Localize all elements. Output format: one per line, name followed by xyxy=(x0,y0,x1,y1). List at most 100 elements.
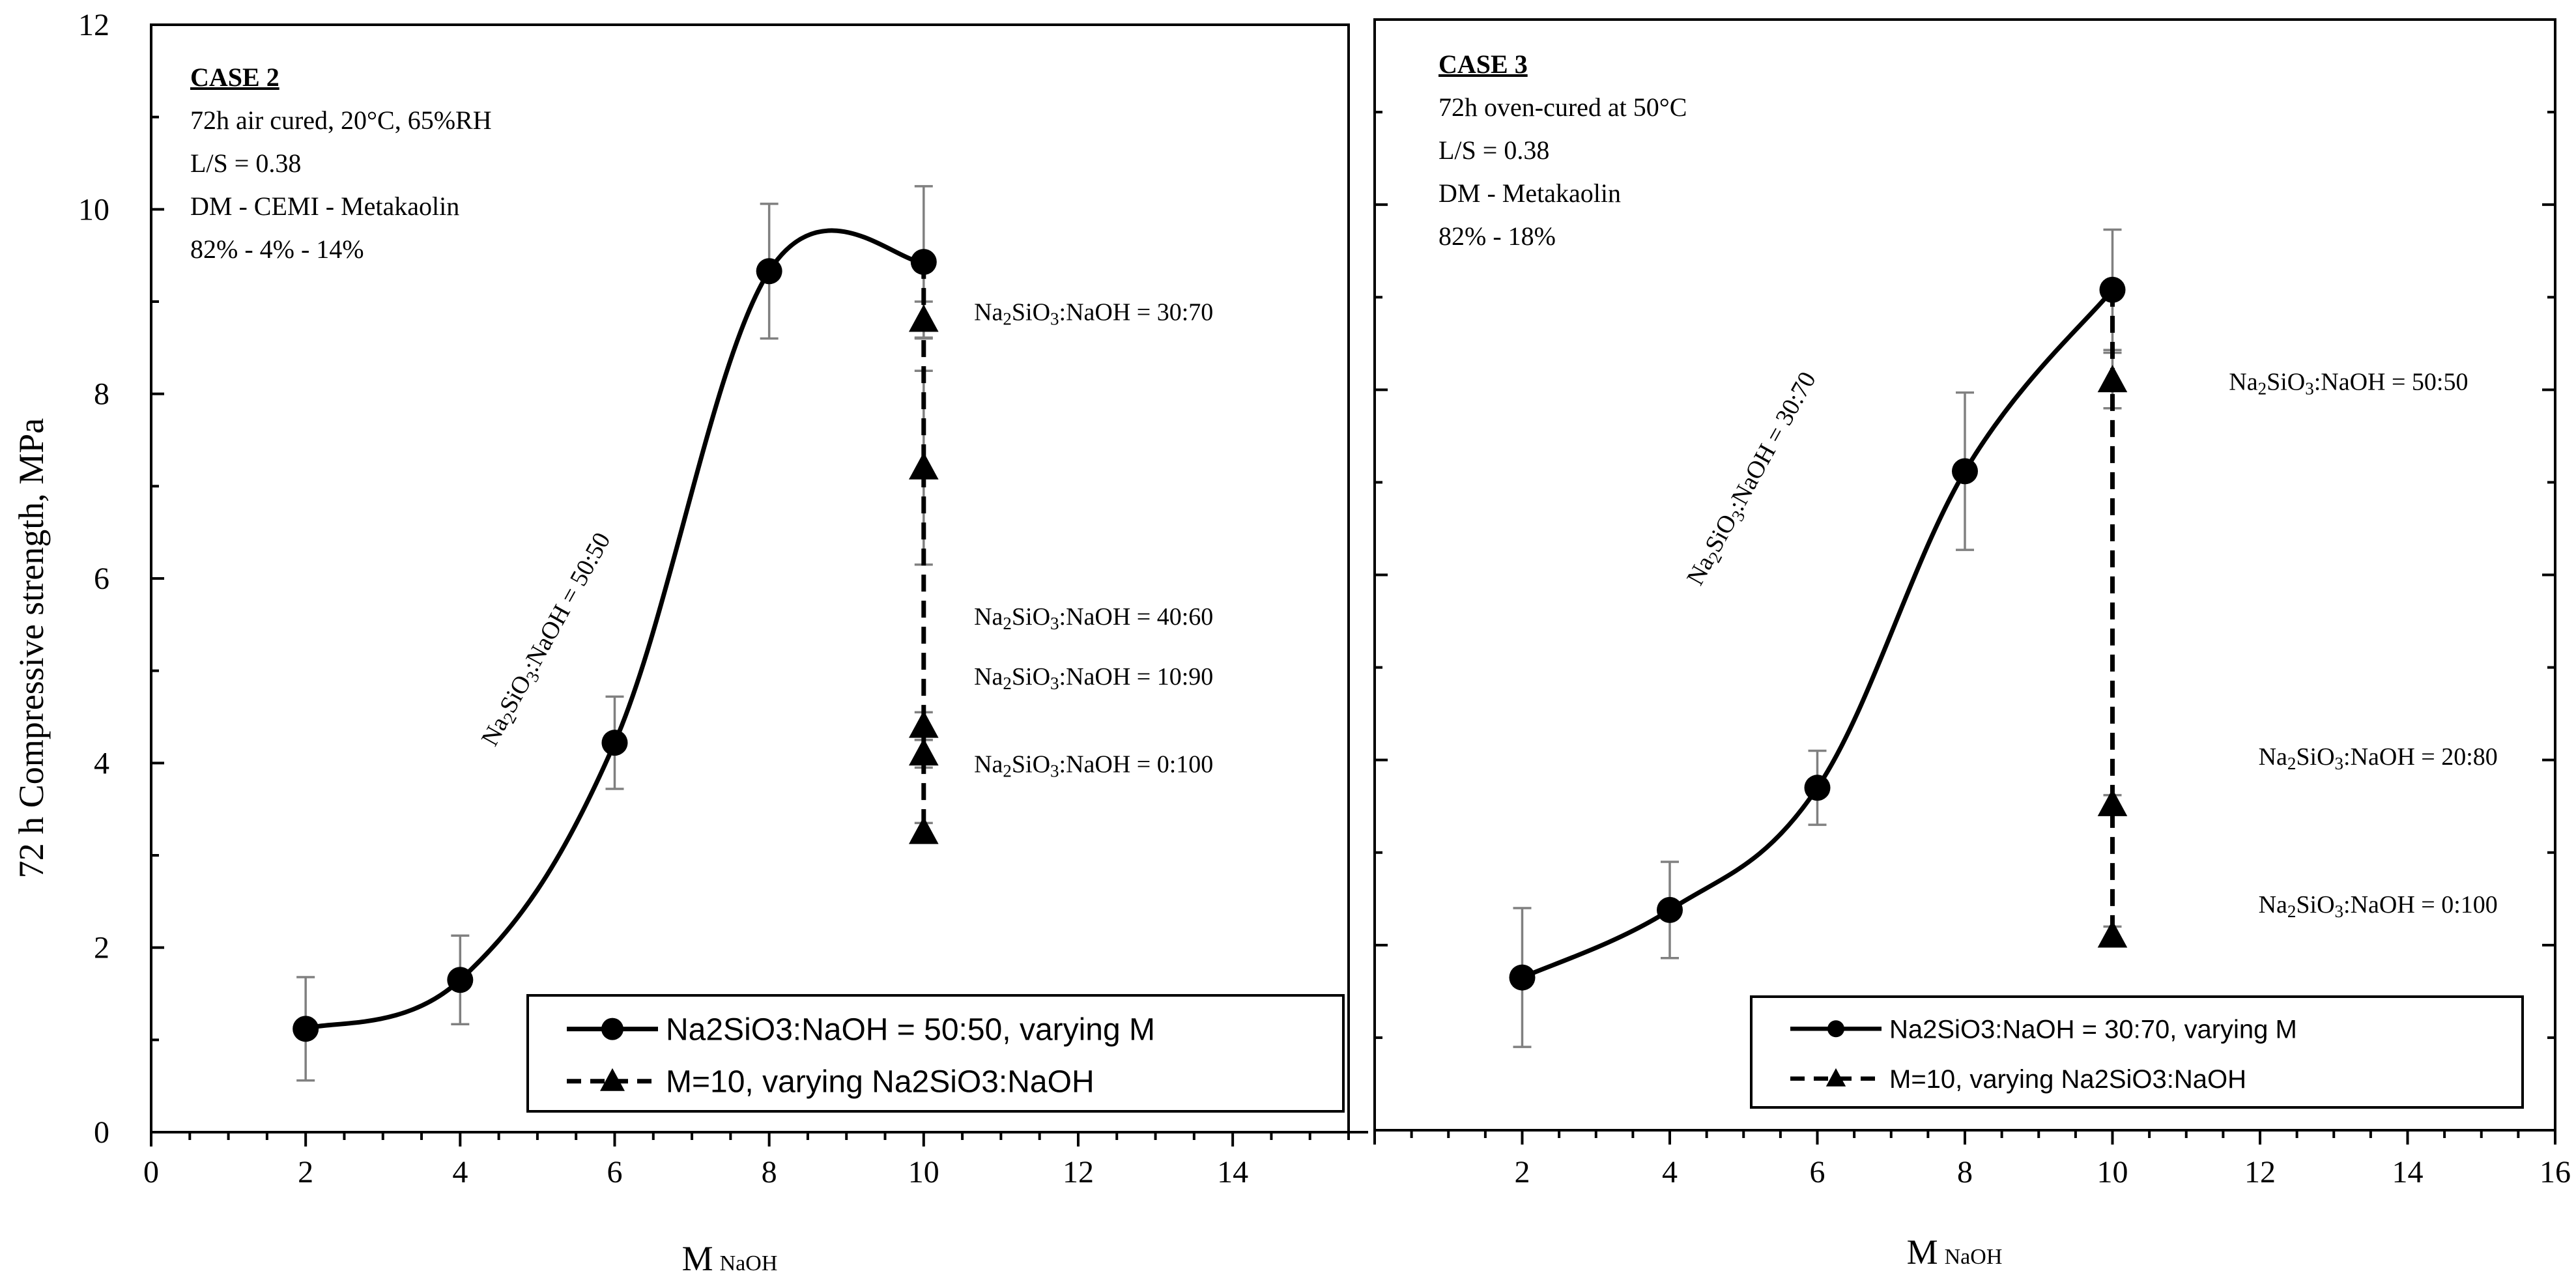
formula-text: SiO xyxy=(1012,663,1050,691)
series-varying-m-point xyxy=(447,967,474,993)
formula-text: :NaOH = 30:70 xyxy=(1059,298,1214,326)
series-varying-ratio-point xyxy=(909,738,939,766)
case-info-line: DM - CEMI - Metakaolin xyxy=(190,192,459,221)
formula-subscript: 3 xyxy=(1050,614,1059,633)
formula-text: SiO xyxy=(2296,743,2334,771)
x-axis-title-main: M xyxy=(682,1239,713,1278)
formula-subscript: 2 xyxy=(1003,674,1012,693)
series-varying-ratio-point xyxy=(909,304,939,332)
formula-text: SiO xyxy=(2296,891,2334,919)
formula-text: :NaOH = 10:90 xyxy=(1059,663,1214,691)
formula-text: SiO xyxy=(1012,603,1050,631)
legend: Na2SiO3:NaOH = 30:70, varying M M=10, var… xyxy=(1750,995,2524,1109)
formula-subscript: 3 xyxy=(1050,762,1059,781)
formula-text: Na xyxy=(974,751,1003,778)
legend-box xyxy=(526,994,1345,1113)
series-varying-ratio-point xyxy=(909,452,939,479)
x-tick-label: 12 xyxy=(2244,1155,2276,1189)
case-info-line: 72h oven-cured at 50°C xyxy=(1438,93,1687,122)
case-info-line: 82% - 4% - 14% xyxy=(190,235,364,264)
formula-subscript: 3 xyxy=(2305,378,2314,398)
formula-subscript: 2 xyxy=(2287,754,2297,773)
series-varying-m-point xyxy=(1804,775,1831,801)
chart-case3: 2 4 6 8 10 12 14 16 CASE 3 72h oven-cured at 50°C… xyxy=(1373,18,2571,1189)
legend: Na2SiO3:NaOH = 50:50, varying M M=10, var… xyxy=(526,994,1345,1113)
case-info-line: 72h air cured, 20°C, 65%RH xyxy=(190,106,492,135)
formula-text: Na xyxy=(974,603,1003,631)
series-varying-m-point xyxy=(1952,458,1978,485)
x-tick-label: 0 xyxy=(143,1155,159,1189)
formula-text: Na xyxy=(974,663,1003,691)
case-title: CASE 3 xyxy=(1438,50,1528,79)
ratio-annotation: Na2SiO3:NaOH = 40:60 xyxy=(974,603,1213,633)
formula-subscript: 2 xyxy=(1003,614,1012,633)
ratio-annotation: Na2SiO3:NaOH = 20:80 xyxy=(2259,743,2498,773)
y-tick-label: 0 xyxy=(94,1115,109,1150)
x-tick-label: 10 xyxy=(908,1155,939,1189)
ratio-annotation: Na2SiO3:NaOH = 0:100 xyxy=(974,751,1213,781)
legend-triangle-marker xyxy=(1825,1068,1846,1087)
x-axis-title-sub: NaOH xyxy=(1945,1245,2003,1269)
legend-entry-label: M=10, varying Na2SiO3:NaOH xyxy=(1889,1065,2246,1094)
x-tick-label: 12 xyxy=(1063,1155,1094,1189)
legend-circle-marker xyxy=(601,1018,623,1040)
series-varying-m-point xyxy=(910,249,937,276)
series-varying-m-point xyxy=(1657,896,1683,923)
x-tick-label: 16 xyxy=(2540,1155,2571,1189)
case-title: CASE 2 xyxy=(190,63,279,92)
legend-entry-label: Na2SiO3:NaOH = 50:50, varying M xyxy=(666,1012,1155,1047)
formula-subscript: 2 xyxy=(1003,309,1012,328)
formula-text: :NaOH = 0:100 xyxy=(2343,891,2498,919)
series-varying-m-point xyxy=(601,730,628,756)
formula-text: :NaOH = 50:50 xyxy=(2314,368,2469,395)
x-axis-title-right: M NaOH xyxy=(1907,1232,2003,1272)
legend-entry-label: M=10, varying Na2SiO3:NaOH xyxy=(666,1065,1095,1100)
case-info-line: 82% - 18% xyxy=(1438,221,1556,251)
series-varying-ratio-point xyxy=(2097,788,2128,816)
formula-text: :NaOH = 40:60 xyxy=(1059,603,1214,631)
x-tick-label: 10 xyxy=(2097,1155,2128,1189)
legend-box xyxy=(1750,995,2524,1109)
case-info-line: DM - Metakaolin xyxy=(1438,178,1621,208)
y-tick-label: 8 xyxy=(94,377,109,412)
formula-text: Na xyxy=(2229,368,2257,395)
series-varying-ratio-point xyxy=(2097,920,2128,948)
legend-entry-label: Na2SiO3:NaOH = 30:70, varying M xyxy=(1889,1015,2297,1044)
x-axis-title-left: M NaOH xyxy=(682,1239,778,1278)
formula-subscript: 3 xyxy=(2335,902,2344,921)
formula-subscript: 3 xyxy=(1050,309,1059,328)
formula-text: :NaOH = 0:100 xyxy=(1059,751,1214,778)
series-varying-ratio-point xyxy=(909,710,939,738)
y-tick-label: 6 xyxy=(94,562,109,596)
legend-circle-marker xyxy=(1827,1020,1844,1038)
ratio-annotation: Na2SiO3:NaOH = 50:50 xyxy=(2229,368,2468,398)
x-tick-label: 8 xyxy=(1957,1155,1973,1189)
formula-subscript: 3 xyxy=(1050,674,1059,693)
legend-triangle-marker xyxy=(600,1068,625,1091)
ratio-annotation: Na2SiO3:NaOH = 30:70 xyxy=(974,298,1213,328)
formula-text: Na xyxy=(974,298,1003,326)
formula-subscript: 3 xyxy=(2335,754,2344,773)
series-varying-m-point xyxy=(756,258,782,285)
x-tick-label: 8 xyxy=(762,1155,777,1189)
chart-case2: 0 2 4 6 8 10 12 0 2 4 6 8 10 12 14 CASE 2 72h air cured,… xyxy=(78,8,1368,1189)
y-tick-label: 10 xyxy=(78,192,109,227)
x-tick-label: 2 xyxy=(298,1155,313,1189)
x-axis-title-main: M xyxy=(1907,1232,1938,1272)
series-varying-m-point xyxy=(1509,964,1536,991)
series-varying-m-point xyxy=(2099,276,2126,303)
y-tick-label: 2 xyxy=(94,931,109,965)
x-tick-label: 4 xyxy=(452,1155,468,1189)
formula-text: SiO xyxy=(2267,368,2305,395)
series-varying-ratio-point xyxy=(2097,365,2128,393)
x-tick-label: 2 xyxy=(1515,1155,1530,1189)
ratio-annotation: Na2SiO3:NaOH = 0:100 xyxy=(2259,891,2498,921)
x-tick-label: 6 xyxy=(1810,1155,1825,1189)
x-tick-label: 14 xyxy=(2392,1155,2424,1189)
series-varying-m-line xyxy=(1521,288,2115,980)
series-varying-ratio-point xyxy=(909,816,939,844)
formula-subscript: 2 xyxy=(2258,378,2267,398)
series-varying-m-line xyxy=(305,228,924,1031)
formula-subscript: 2 xyxy=(1003,762,1012,781)
